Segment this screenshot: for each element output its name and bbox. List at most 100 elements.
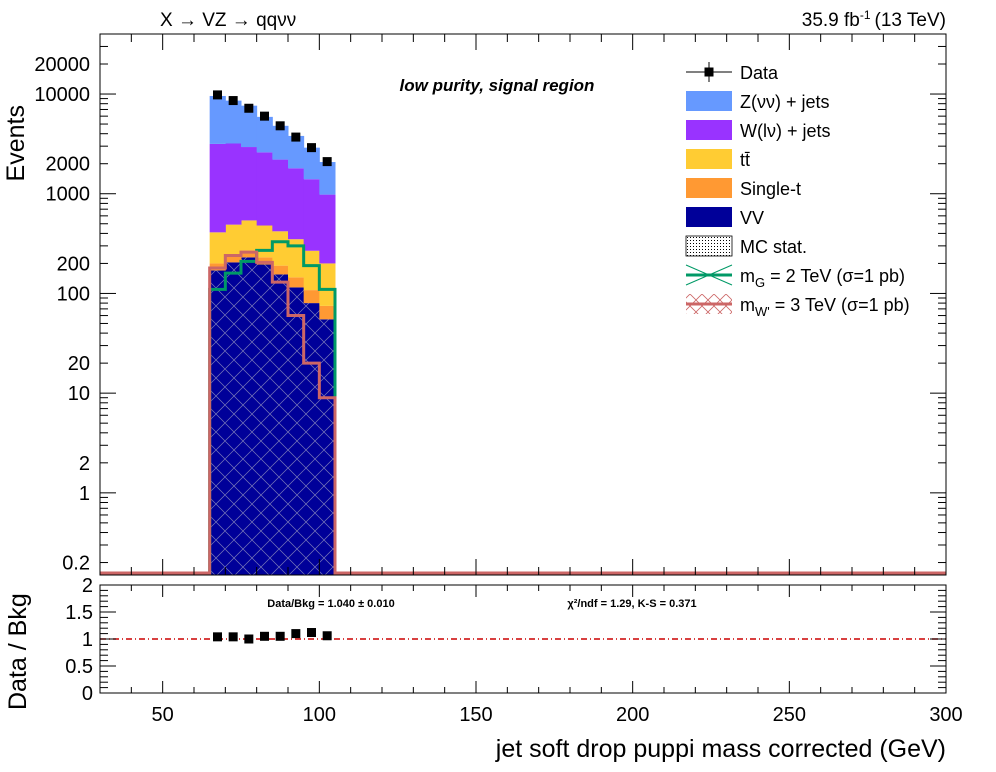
main-panel: 0.2 1 2 10 20 100 200 1000 2000 10000 20000 Events… — [2, 33, 947, 576]
signal-line-1 — [100, 250, 946, 575]
legend-swatch-mcstat — [685, 235, 733, 257]
x-tick-label: 50 — [152, 704, 174, 726]
ratio-point — [244, 634, 254, 644]
bar-hatch-vv — [241, 257, 258, 575]
legend-swatch-zvv — [686, 91, 732, 111]
bar-hatch-vv — [256, 264, 273, 575]
signal-histograms — [100, 240, 946, 575]
y-tick-label: 20000 — [34, 54, 90, 76]
legend: Data Z(νν) + jets W(lν) + jets tt̄ Single-t V… — [685, 62, 910, 319]
legend-label: Single-t — [740, 179, 801, 199]
x-tick-label: 300 — [929, 704, 962, 726]
legend-label: MC stat. — [740, 237, 807, 257]
data-point — [244, 103, 254, 113]
legend-label: Z(νν) + jets — [740, 92, 830, 112]
data-point — [307, 143, 316, 153]
bar-zvv — [319, 162, 336, 195]
data-point — [291, 132, 301, 142]
bar-zvv — [241, 105, 258, 148]
bar-singlet — [319, 305, 336, 320]
bar-zvv — [272, 125, 289, 160]
x-tick-label: 150 — [459, 704, 492, 726]
bar-wlv — [241, 147, 258, 221]
legend-swatch-ttbar — [686, 149, 732, 169]
x-tick-label: 250 — [773, 704, 806, 726]
y-axis-title: Events — [2, 105, 30, 181]
ratio-point — [322, 631, 332, 641]
data-point — [322, 157, 332, 167]
ratio-point — [260, 631, 269, 641]
ratio-y-axis: 0 0.5 1 1.5 2 — [65, 575, 946, 705]
legend-swatch-wlv — [686, 120, 732, 140]
bar-wlv — [272, 159, 289, 232]
bar-hatch-vv — [319, 319, 336, 575]
bar-wlv — [303, 179, 320, 251]
y-tick-label: 1000 — [46, 184, 91, 206]
legend-label: VV — [740, 208, 764, 228]
main-x-axis — [130, 34, 947, 575]
ratio-x-axis: 50 100 150 200 250 300 — [130, 585, 963, 726]
category-label: low purity, signal region — [400, 76, 595, 95]
legend-signal-label: mG = 2 TeV (σ=1 pb) — [740, 266, 905, 290]
bar-zvv — [256, 116, 273, 153]
ratio-point — [307, 628, 316, 638]
process-title: X → VZ → qqνν — [160, 10, 296, 31]
y-tick-label: 2 — [79, 453, 90, 475]
bar-ttbar — [225, 224, 242, 256]
bar-wlv — [288, 168, 305, 240]
signal-line-0 — [100, 240, 946, 575]
bar-hatch-vv — [225, 262, 242, 575]
bar-zvv — [225, 100, 242, 144]
bar-wlv — [209, 143, 226, 233]
y-tick-label: 100 — [57, 283, 90, 305]
y-tick-label: 10000 — [34, 84, 90, 106]
bar-ttbar — [241, 220, 258, 251]
bar-hatch-vv — [209, 270, 226, 575]
bar-hatch-vv — [303, 303, 320, 575]
bar-ttbar — [288, 239, 305, 278]
bar-ttbar — [319, 263, 336, 306]
ratio-point — [228, 632, 238, 642]
ratio-y-tick-label: 2 — [82, 575, 93, 597]
data-point — [213, 90, 222, 100]
bar-zvv — [303, 147, 320, 180]
bar-singlet — [288, 277, 305, 288]
legend-label: tt̄ — [740, 150, 750, 170]
data-point — [228, 96, 238, 106]
y-tick-label: 200 — [57, 253, 90, 275]
ratio-annotation-right: χ²/ndf = 1.29, K-S = 0.371 — [567, 598, 696, 610]
legend-signal-label: mW' = 3 TeV (σ=1 pb) — [740, 295, 910, 319]
legend-swatch-vv — [686, 207, 732, 227]
ratio-y-tick-label: 1 — [82, 629, 93, 651]
lumi-label: 35.9 fb-1 (13 TeV) — [802, 8, 946, 31]
bar-ttbar — [256, 225, 273, 258]
ratio-y-tick-label: 0 — [82, 683, 93, 705]
bar-singlet — [241, 250, 258, 258]
ratio-points — [213, 628, 332, 644]
bar-singlet — [272, 265, 289, 275]
ratio-y-tick-label: 1.5 — [65, 602, 93, 624]
data-point — [275, 121, 285, 131]
bar-zvv — [288, 135, 305, 169]
main-y-axis: 0.2 1 2 10 20 100 200 1000 2000 10000 20000 — [34, 33, 946, 575]
bar-singlet — [303, 290, 320, 304]
y-tick-label: 1 — [79, 483, 90, 505]
x-tick-label: 100 — [303, 704, 336, 726]
bar-wlv — [225, 143, 242, 225]
y-tick-label: 20 — [68, 353, 90, 375]
ratio-y-tick-label: 0.5 — [65, 656, 93, 678]
bar-wlv — [256, 152, 273, 226]
bar-hatch-vv — [272, 274, 289, 575]
stacked-histogram — [209, 95, 336, 575]
bar-ttbar — [209, 232, 226, 264]
x-axis-title: jet soft drop puppi mass corrected (GeV) — [495, 735, 946, 763]
bar-wlv — [319, 194, 336, 264]
bar-ttbar — [272, 231, 289, 266]
legend-label: Data — [740, 63, 779, 83]
legend-data-marker — [704, 67, 714, 77]
legend-swatch-singlet — [686, 178, 732, 198]
bar-zvv — [209, 95, 226, 144]
main-frame — [99, 33, 947, 576]
data-points — [213, 90, 332, 167]
